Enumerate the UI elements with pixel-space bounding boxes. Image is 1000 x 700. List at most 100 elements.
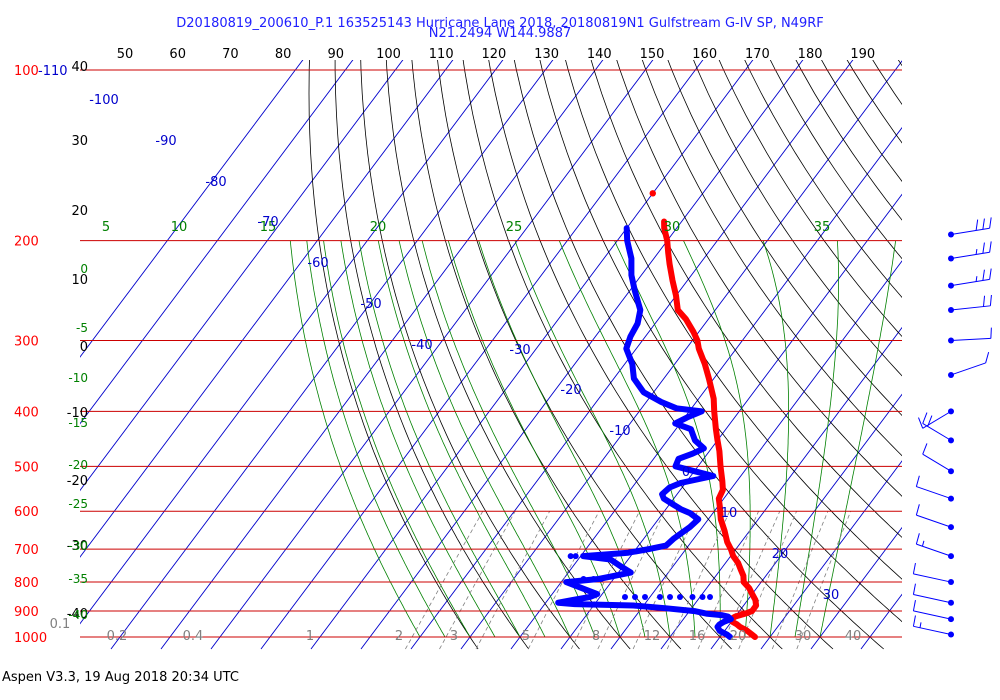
dewpoint-point — [699, 593, 706, 600]
wind-barb — [948, 217, 992, 238]
wind-barb-flag — [919, 622, 922, 628]
dewpoint-point — [590, 575, 597, 582]
dry-adiabat-line — [308, 60, 479, 650]
wind-barb-flag — [912, 600, 916, 612]
wind-barb — [918, 408, 954, 429]
mixing-ratio-label: 30 — [795, 629, 812, 644]
wind-barb — [915, 533, 954, 560]
top-axis-label: 180 — [798, 47, 823, 62]
mixing-ratio-label: 2 — [395, 629, 403, 644]
mixing-ratio-label: 20 — [730, 629, 747, 644]
wind-barb-flag — [975, 248, 978, 255]
isotherm-line — [760, 460, 902, 650]
wind-barb — [948, 241, 992, 262]
dewpoint-point — [667, 593, 674, 600]
wind-barb-flag — [989, 268, 992, 280]
top-axis-label: 120 — [481, 47, 506, 62]
isotherm-line — [460, 60, 902, 650]
top-axis-label: 140 — [587, 47, 612, 62]
top-axis-label: 90 — [328, 47, 345, 62]
dry-adiabat-line — [718, 60, 902, 338]
isotherm-label: -30 — [509, 343, 530, 358]
isotherm-line — [610, 260, 902, 650]
isotherm-label: -70 — [257, 215, 278, 230]
mixing-ratio-line — [697, 511, 759, 650]
dry-adiabat-line — [744, 60, 902, 298]
pressure-label: 700 — [14, 543, 39, 558]
wind-barb-flag — [915, 504, 920, 516]
dewpoint-point — [622, 593, 629, 600]
isotherm-line — [710, 393, 902, 650]
dry-adiabat-line — [846, 60, 902, 144]
dewpoint-point — [600, 553, 607, 560]
top-axis-label: 190 — [850, 47, 875, 62]
dry-adiabat-line — [488, 60, 834, 650]
isotherm-label: -60 — [307, 256, 328, 271]
moist-top-label: 5 — [102, 220, 110, 235]
top-axis-label: 160 — [692, 47, 717, 62]
pressure-label: 100 — [14, 64, 39, 79]
wind-barb-flag — [989, 241, 992, 253]
wind-barb — [922, 412, 954, 444]
wind-barb — [915, 504, 954, 531]
isotherm-line — [360, 60, 804, 650]
dewpoint-trace — [555, 225, 734, 640]
mixing-ratio-label: 3 — [450, 629, 458, 644]
mixing-ratio-line — [720, 511, 781, 650]
dry-adiabat-line — [565, 60, 902, 580]
moist-adiabat-line — [762, 240, 789, 638]
chart-subtitle: N21.2494 W144.9887 — [428, 26, 572, 41]
isotherm-label: -40 — [411, 338, 432, 353]
moist-label: -10 — [68, 371, 88, 385]
moist-top-label: 25 — [506, 220, 523, 235]
isotherm-label: -10 — [609, 424, 630, 439]
moist-top-label: 20 — [370, 220, 387, 235]
pressure-label: 200 — [14, 235, 39, 250]
pressure-label: 600 — [14, 505, 39, 520]
isotherm-label: 20 — [772, 547, 789, 562]
isotherm-line — [80, 60, 354, 425]
pressure-top-extra-label: -110 — [38, 64, 68, 79]
isotherm-line — [80, 60, 454, 558]
dry-adiabat-line — [590, 60, 902, 538]
dry-adiabat-line — [462, 60, 783, 650]
wind-barb-flag — [915, 475, 920, 487]
wind-barb-shaft — [922, 453, 952, 472]
isotherm-line — [80, 60, 504, 625]
height-label: -20 — [67, 474, 88, 489]
dry-adiabat-line — [385, 60, 631, 650]
top-axis-label: 80 — [275, 47, 292, 62]
wind-barb-shaft — [950, 305, 991, 311]
wind-barb — [912, 615, 954, 638]
dry-adiabat-line — [513, 60, 884, 650]
isotherm-line — [110, 60, 554, 650]
wind-barb-flag — [912, 615, 916, 627]
mixing-ratio-label: 8 — [592, 629, 600, 644]
wind-barb-flag — [915, 533, 920, 545]
top-axis-label: 110 — [429, 47, 454, 62]
height-label: 30 — [71, 134, 88, 149]
dewpoint-point — [598, 575, 605, 582]
mixing-ratio-line — [666, 511, 731, 650]
moist-label: -30 — [68, 539, 88, 553]
wind-barb-flag — [989, 294, 992, 306]
moist-top-label: 15 — [260, 220, 277, 235]
isotherm-label: -20 — [560, 383, 581, 398]
wind-barb-flag — [912, 583, 916, 595]
dry-adiabat-line — [795, 60, 902, 221]
mixing-ratio-label: 5 — [522, 629, 530, 644]
wind-barb-shaft — [913, 594, 952, 604]
wind-barb — [948, 327, 992, 344]
pressure-label: 1000 — [14, 631, 47, 646]
top-axis-label: 100 — [376, 47, 401, 62]
wind-barb — [915, 475, 954, 502]
mixing-ratio-line — [632, 511, 699, 650]
moist-adiabat-line — [398, 240, 571, 638]
top-axis-label: 150 — [640, 47, 665, 62]
wind-barb-shaft — [913, 573, 952, 583]
temperature-point — [649, 190, 656, 197]
isotherm-line — [410, 60, 854, 650]
moist-label: -20 — [68, 458, 88, 472]
isotherm-line — [210, 60, 654, 650]
dry-adiabat-line — [616, 60, 902, 497]
